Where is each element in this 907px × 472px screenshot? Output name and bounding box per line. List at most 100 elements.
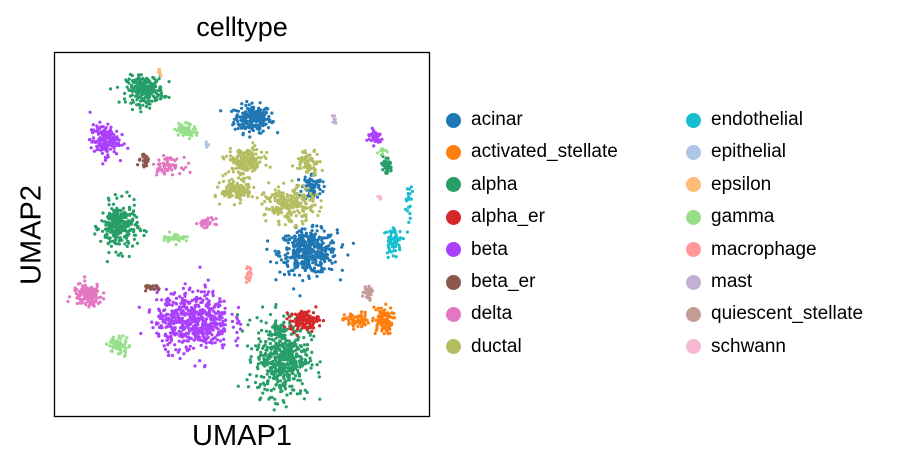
point [108, 344, 112, 348]
point [265, 150, 269, 155]
point [118, 340, 122, 344]
point [309, 182, 314, 186]
point [379, 316, 383, 320]
point [91, 294, 95, 298]
point [322, 229, 326, 233]
point [172, 322, 176, 326]
point [99, 239, 103, 243]
point [318, 360, 322, 364]
point [297, 178, 301, 182]
point [375, 136, 379, 140]
point [257, 357, 261, 361]
point [102, 291, 106, 295]
point [195, 317, 199, 321]
point [306, 235, 310, 239]
point [295, 333, 299, 337]
point [211, 337, 215, 341]
point [111, 139, 115, 143]
point [240, 102, 244, 106]
x-axis-label: UMAP1 [192, 420, 292, 452]
point [356, 324, 360, 329]
point [154, 322, 159, 326]
point [130, 108, 135, 112]
point [170, 303, 174, 307]
point [281, 356, 285, 360]
plot-frame [53, 51, 431, 418]
point [298, 161, 302, 166]
point [281, 382, 285, 386]
point [242, 116, 246, 120]
point [257, 331, 261, 335]
point [213, 341, 217, 345]
point [115, 129, 119, 133]
point [179, 301, 183, 305]
point [283, 200, 287, 204]
point [168, 165, 172, 169]
point [305, 264, 309, 269]
point [264, 106, 268, 110]
point [315, 179, 319, 183]
point [311, 311, 316, 315]
point [200, 316, 204, 320]
point [320, 236, 324, 240]
point [251, 163, 255, 167]
point [304, 202, 308, 206]
point [269, 355, 273, 359]
point [407, 195, 411, 199]
point [130, 219, 135, 223]
point [231, 167, 235, 171]
point [177, 348, 181, 352]
point [120, 344, 124, 348]
legend-item-activated_stellate: activated_stellate [446, 138, 618, 166]
point [194, 299, 198, 304]
point [407, 220, 411, 224]
point [277, 210, 281, 214]
cluster-delta-1 [152, 153, 192, 177]
point [313, 167, 317, 171]
point [107, 203, 111, 207]
point [284, 234, 288, 238]
point [114, 250, 118, 254]
point [340, 245, 344, 249]
point [268, 207, 272, 211]
point [119, 224, 123, 228]
point [148, 285, 152, 290]
point [241, 133, 245, 137]
point [295, 346, 299, 350]
point [294, 197, 298, 201]
point [243, 163, 247, 167]
cluster-gamma-0 [173, 120, 199, 141]
point [180, 312, 184, 316]
point [392, 311, 396, 316]
point [78, 293, 82, 297]
point [282, 314, 286, 318]
point [143, 81, 147, 85]
point [182, 302, 186, 307]
point [353, 321, 357, 326]
point [309, 317, 313, 321]
point [307, 314, 311, 318]
point [247, 279, 251, 283]
point [210, 333, 214, 337]
point [391, 244, 395, 249]
point [303, 252, 307, 257]
point [120, 133, 124, 137]
point [254, 344, 258, 348]
point [126, 234, 130, 238]
series-delta [66, 153, 219, 309]
point [392, 316, 397, 320]
point [145, 160, 149, 165]
point [248, 358, 252, 362]
point [195, 222, 199, 226]
point [113, 141, 117, 145]
point [315, 195, 320, 199]
point [202, 226, 206, 230]
point [234, 166, 238, 171]
cluster-quiescent_stellate-0 [360, 284, 374, 302]
point [273, 371, 277, 375]
point [299, 321, 303, 325]
legend-label: ductal [471, 335, 522, 357]
legend-item-epsilon: epsilon [686, 171, 771, 199]
point [290, 341, 295, 345]
point [169, 292, 173, 296]
